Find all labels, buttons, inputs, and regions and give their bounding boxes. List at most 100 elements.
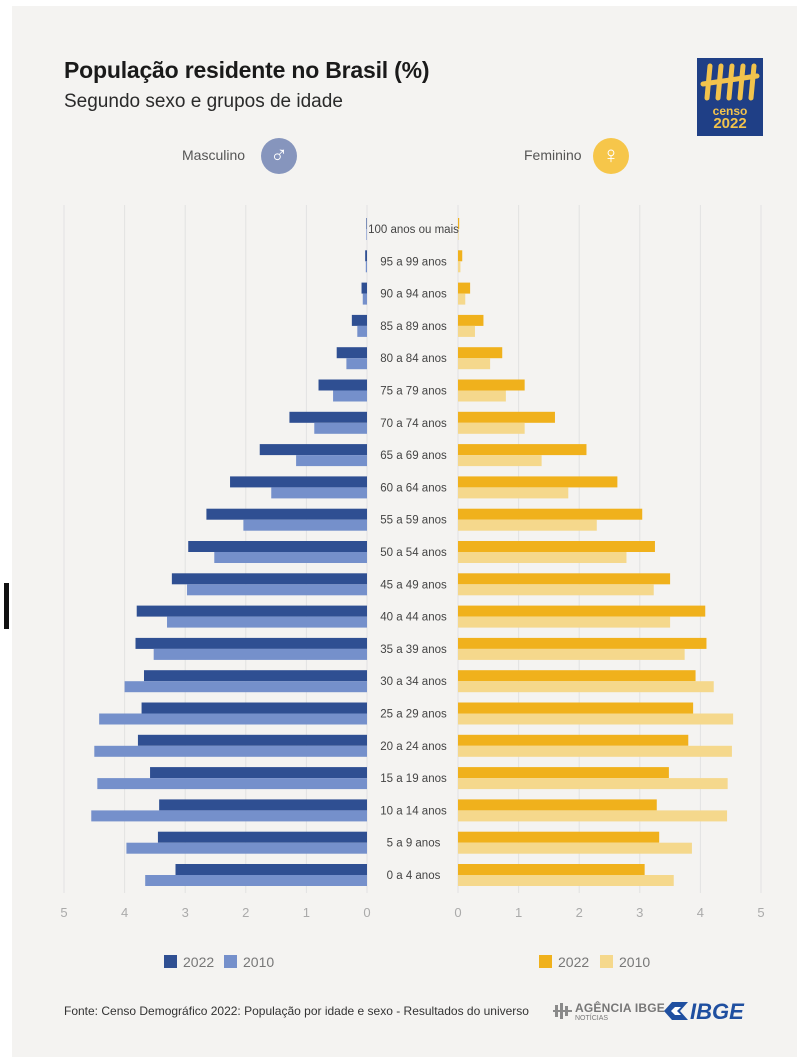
bar-female-2010: [458, 584, 654, 596]
bar-male-2022: [351, 314, 367, 326]
age-group-label: 50 a 54 anos: [380, 547, 447, 559]
legend-female-2022: 2022: [539, 954, 589, 970]
bar-female-2022: [458, 508, 643, 520]
bar-female-2010: [458, 325, 475, 337]
legend-swatch: [600, 955, 613, 968]
ibge-wordmark: IBGE: [690, 999, 744, 1024]
age-group-label: 35 a 39 anos: [380, 644, 447, 656]
bar-female-2022: [458, 670, 696, 682]
x-tick-label: 0: [363, 905, 370, 920]
agencia-ibge-logo: AGÊNCIA IBGE NOTÍCIAS: [553, 1001, 665, 1026]
bar-female-2010: [458, 713, 734, 725]
male-label: Masculino: [182, 147, 246, 163]
bar-male-2022: [150, 767, 367, 779]
bar-male-2010: [153, 648, 367, 660]
bar-male-2022: [361, 282, 367, 294]
x-tick-label: 4: [697, 905, 704, 920]
bar-female-2022: [458, 444, 587, 456]
female-symbol-icon: ♀: [593, 138, 629, 174]
bar-male-2022: [206, 508, 367, 520]
bar-female-2010: [458, 778, 728, 790]
bar-male-2022: [141, 702, 367, 714]
bar-male-2022: [188, 541, 367, 552]
male-symbol-icon: ♂: [261, 138, 297, 174]
bar-male-2022: [171, 573, 367, 585]
bar-female-2022: [458, 734, 689, 746]
bar-male-2010: [243, 519, 367, 531]
x-tick-label: 5: [60, 905, 67, 920]
agencia-title: AGÊNCIA IBGE: [575, 1001, 665, 1015]
age-group-label: 95 a 99 anos: [380, 256, 447, 268]
bar-female-2022: [458, 379, 525, 391]
bar-female-2022: [458, 282, 471, 294]
bar-male-2010: [187, 584, 367, 596]
bar-female-2010: [458, 681, 714, 693]
age-group-label: 85 a 89 anos: [380, 321, 447, 333]
legend-swatch: [164, 955, 177, 968]
bar-female-2010: [458, 261, 461, 273]
legend-swatch: [539, 955, 552, 968]
age-group-label: 5 a 9 anos: [387, 838, 441, 850]
legend-label: 2010: [619, 954, 651, 970]
age-group-label: 15 a 19 anos: [380, 773, 447, 785]
x-tick-label: 1: [515, 905, 522, 920]
bar-female-2022: [458, 347, 503, 359]
bar-female-2010: [458, 229, 459, 240]
bar-female-2010: [458, 390, 506, 402]
chart-title: População residente no Brasil (%): [64, 57, 430, 83]
bar-female-2022: [458, 702, 694, 714]
bar-female-2022: [458, 864, 645, 875]
bar-male-2010: [214, 552, 367, 563]
bar-female-2022: [458, 411, 555, 423]
legend-label: 2022: [558, 954, 590, 970]
bar-male-2010: [362, 293, 367, 305]
bar-male-2022: [259, 444, 367, 456]
bar-male-2022: [318, 379, 367, 391]
bar-male-2010: [126, 842, 367, 854]
bar-female-2022: [458, 218, 460, 229]
bar-male-2010: [99, 713, 367, 725]
bar-female-2010: [458, 745, 732, 757]
bar-female-2010: [458, 616, 671, 628]
bar-male-2010: [314, 422, 367, 434]
age-group-label: 80 a 84 anos: [380, 353, 447, 365]
bar-male-2022: [230, 476, 367, 488]
bar-female-2022: [458, 314, 484, 326]
logo-word: censo: [712, 104, 748, 118]
bar-male-2022: [175, 864, 367, 875]
bar-male-2010: [333, 390, 367, 402]
x-tick-label: 0: [454, 905, 461, 920]
bar-female-2022: [458, 767, 669, 779]
bar-female-2010: [458, 552, 627, 563]
ibge-emblem-icon: [664, 1002, 688, 1020]
legend-label: 2022: [183, 954, 215, 970]
age-group-label: 10 a 14 anos: [380, 805, 447, 817]
legend-label: 2010: [243, 954, 275, 970]
x-tick-label: 3: [636, 905, 643, 920]
legend-swatch: [224, 955, 237, 968]
x-tick-label: 2: [576, 905, 583, 920]
legend-female-2010: 2010: [600, 954, 650, 970]
bar-female-2010: [458, 422, 525, 434]
bar-female-2010: [458, 487, 569, 499]
tally-marks-icon: [700, 63, 760, 101]
bar-male-2010: [97, 778, 367, 790]
agencia-icon: [553, 1003, 572, 1019]
bar-male-2022: [365, 250, 367, 262]
bar-male-2010: [124, 681, 367, 693]
bar-female-2010: [458, 358, 491, 370]
age-group-label: 40 a 44 anos: [380, 612, 447, 624]
age-group-label: 70 a 74 anos: [380, 418, 447, 430]
ibge-logo: IBGE: [662, 999, 744, 1028]
bar-female-2010: [458, 648, 685, 660]
legend-male-2022: 2022: [164, 954, 214, 970]
bar-male-2010: [167, 616, 367, 628]
age-group-label: 30 a 34 anos: [380, 676, 447, 688]
bar-male-2010: [91, 810, 368, 822]
chart-subtitle: Segundo sexo e grupos de idade: [64, 91, 343, 112]
bar-male-2010: [271, 487, 367, 499]
bar-female-2010: [458, 519, 597, 531]
bar-male-2022: [157, 831, 367, 843]
bar-male-2022: [366, 218, 367, 229]
source-note: Fonte: Censo Demográfico 2022: População…: [64, 1004, 529, 1018]
